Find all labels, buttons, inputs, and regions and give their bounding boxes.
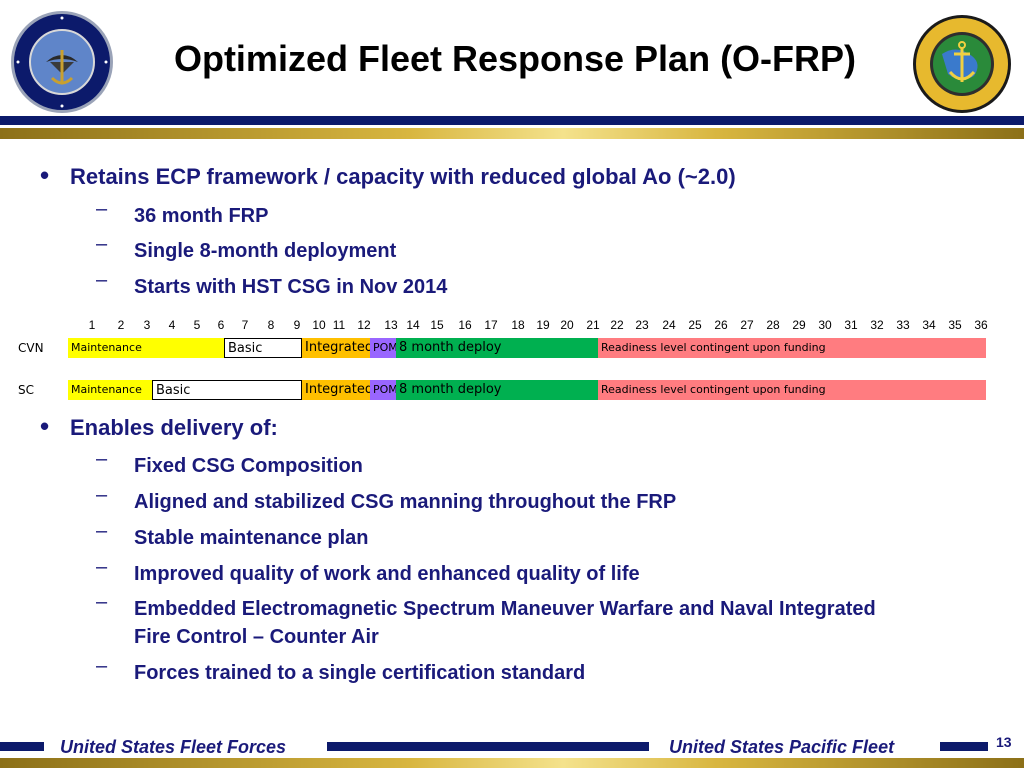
month-number: 17 [484,318,498,332]
month-number: 21 [586,318,600,332]
page-number: 13 [996,734,1012,750]
month-number: 14 [406,318,420,332]
month-number: 7 [241,318,249,332]
month-number: 25 [688,318,702,332]
month-number: 18 [511,318,525,332]
month-number: 4 [168,318,176,332]
month-number: 22 [610,318,624,332]
sub-bullet-text: Aligned and stabilized CSG manning throu… [134,491,677,513]
month-number: 28 [766,318,780,332]
month-number: 1 [88,318,96,332]
month-number: 33 [896,318,910,332]
footer-gold-rule [0,758,1024,768]
dash-icon: – [96,198,108,220]
bullet-text: Retains ECP framework / capacity with re… [70,164,736,189]
timeline-segment: Readiness level contingent upon funding [598,380,986,400]
timeline-segment: Maintenance [68,380,152,400]
month-number: 27 [740,318,754,332]
timeline-row-label: SC [18,383,34,397]
month-number: 2 [117,318,125,332]
month-number: 32 [870,318,884,332]
footer-navy-rule [327,742,649,751]
month-number: 8 [267,318,275,332]
timeline-segment: Maintenance [68,338,224,358]
dash-icon: – [96,448,108,470]
sub-bullet-text: 36 month FRP [134,205,269,227]
month-number: 19 [536,318,550,332]
bullet-dot-icon: • [40,411,50,441]
month-number: 36 [974,318,988,332]
month-number: 5 [193,318,201,332]
sub-bullet-text: Single 8-month deployment [134,240,397,262]
month-number: 24 [662,318,676,332]
dash-icon: – [96,655,108,677]
timeline-segment: Basic [224,338,302,358]
footer-navy-rule [940,742,988,751]
footer-navy-rule [0,742,44,751]
timeline-segment: 8 month deploy [396,380,598,400]
month-number: 6 [217,318,225,332]
page-title: Optimized Fleet Response Plan (O-FRP) [173,38,857,79]
timeline-segment: Basic [152,380,302,400]
month-number: 16 [458,318,472,332]
month-number: 29 [792,318,806,332]
timeline-segment: Readiness level contingent upon funding [598,338,986,358]
month-number: 13 [384,318,398,332]
bullet-dot-icon: • [40,160,50,190]
month-number: 10 [312,318,326,332]
dash-icon: – [96,591,108,613]
month-number: 3 [143,318,151,332]
month-number: 11 [332,318,346,332]
month-number: 12 [357,318,371,332]
dash-icon: – [96,484,108,506]
month-number: 30 [818,318,832,332]
dash-icon: – [96,556,108,578]
sub-bullet-text: Starts with HST CSG in Nov 2014 [134,276,448,298]
timeline-segment: POM [370,338,396,358]
timeline-row-label: CVN [18,341,44,355]
month-number: 23 [635,318,649,332]
footer-right-text: United States Pacific Fleet [669,737,895,757]
fleet-forces-command-seal-icon [10,10,114,114]
bullet-text: Enables delivery of: [70,415,278,440]
pacific-fleet-commander-seal-icon [912,14,1012,114]
frp-timeline: 1 2 3 4 5 6 7 8 9 10 11 12 13 14 15 16 17 18 19 20 21 22 23 24 2… [16,314,1012,406]
month-number: 26 [714,318,728,332]
sub-bullet-text: Embedded Electromagnetic Spectrum Maneuv… [134,598,876,648]
dash-icon: – [96,233,108,255]
month-number: 20 [560,318,574,332]
timeline-segment: POM [370,380,396,400]
header-gold-rule [0,128,1024,139]
timeline-segment: Integrated [302,380,370,400]
sub-bullet-text: Fixed CSG Composition [134,455,363,477]
timeline-segment: 8 month deploy [396,338,598,358]
footer-left-text: United States Fleet Forces [60,737,287,757]
month-number: 35 [948,318,962,332]
month-number: 31 [844,318,858,332]
month-number: 34 [922,318,936,332]
sub-bullet-text: Stable maintenance plan [134,527,369,549]
sub-bullet-text: Improved quality of work and enhanced qu… [134,563,640,585]
dash-icon: – [96,520,108,542]
header-navy-rule [0,116,1024,125]
month-number: 15 [430,318,444,332]
sub-bullet-text: Forces trained to a single certification… [134,662,586,684]
month-number: 9 [293,318,301,332]
timeline-segment: Integrated [302,338,370,358]
dash-icon: – [96,269,108,291]
